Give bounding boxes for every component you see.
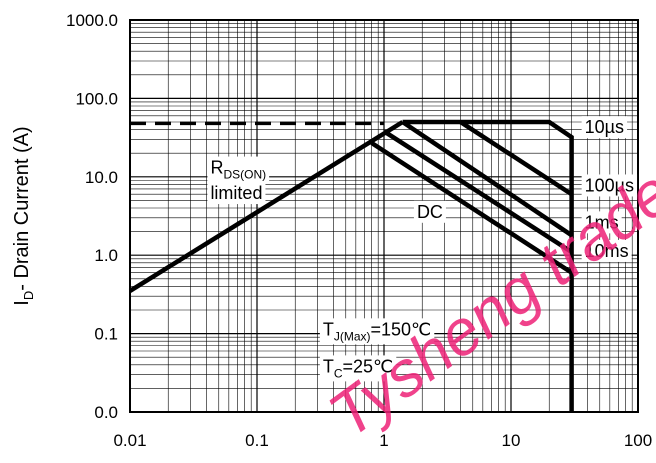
annotation-background (207, 182, 266, 205)
plot-frame (129, 19, 639, 413)
y-axis-label-rest: - Drain Current (A) (11, 126, 33, 290)
annotation-tc-label: TC=25℃ (323, 356, 393, 380)
annotation-1ms: 1ms (585, 212, 619, 232)
series-line-10ms (382, 129, 573, 254)
annotation-background (413, 200, 446, 223)
annotation-background (207, 156, 270, 183)
x-tick-label: 0.01 (113, 431, 146, 450)
y-tick-label: 100.0 (75, 89, 118, 108)
annotation-background (581, 239, 632, 262)
y-tick-label: 0.0 (94, 403, 118, 422)
y-tick-label: 1000.0 (66, 11, 118, 30)
y-axis-label-main: I (11, 300, 33, 306)
annotation-limited-label: limited (210, 183, 262, 203)
annotation-100us: 100µs (585, 175, 634, 195)
label-backgrounds (207, 116, 638, 382)
series-lines (128, 119, 574, 412)
x-tick-label: 0.1 (245, 431, 269, 450)
annotations: 10µs 100µs 1ms 10ms DC RDS(ON)limited TJ(Max)=… (210, 117, 634, 380)
annotation-dc: DC (417, 202, 443, 222)
y-tick-label: 1.0 (94, 246, 118, 265)
annotation-background (581, 116, 628, 139)
series-line-1ms (401, 120, 573, 238)
annotation-background (581, 174, 638, 197)
y-axis-label: ID- Drain Current (A) (11, 126, 36, 305)
y-axis-label-sub: D (21, 291, 36, 300)
annotation-tj-label: TJ(Max)=150℃ (323, 319, 431, 343)
series-line-10us (402, 119, 574, 412)
y-tick-label: 10.0 (85, 168, 118, 187)
x-tick-label: 100 (624, 431, 652, 450)
series-line-rds-limit (128, 120, 404, 293)
grid (129, 20, 638, 413)
annotation-10us: 10µs (585, 117, 624, 137)
annotation-10ms: 10ms (585, 241, 629, 261)
x-tick-label: 10 (502, 431, 521, 450)
x-tick-label: 1 (379, 431, 388, 450)
series-line-100us (459, 120, 573, 197)
annotation-rds-label: RDS(ON) (210, 158, 266, 182)
annotation-background (319, 355, 397, 382)
y-tick-label: 0.1 (94, 325, 118, 344)
annotation-background (581, 211, 622, 234)
series-line-dc (370, 141, 573, 275)
annotation-background (319, 318, 435, 345)
